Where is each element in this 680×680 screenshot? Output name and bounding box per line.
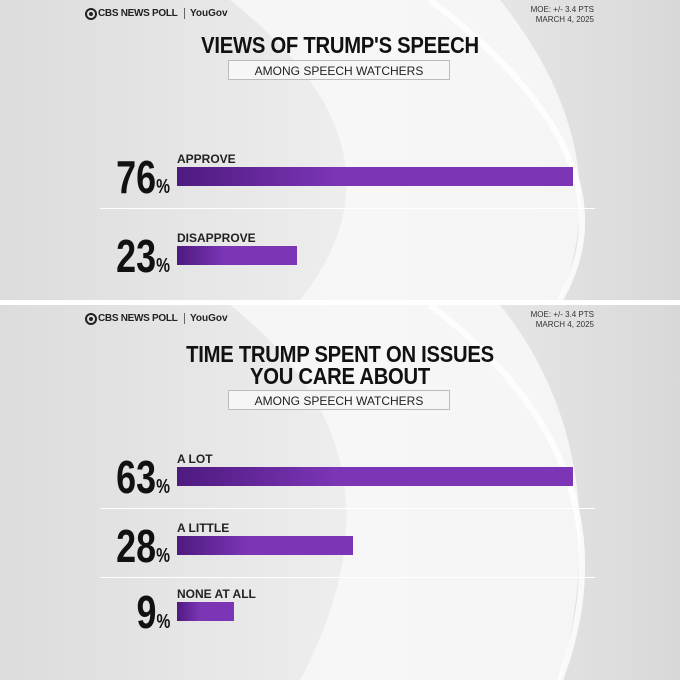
moe: MOE: +/- 3.4 PTS [530,5,594,14]
value-label: 23% [116,230,170,282]
bar [177,536,353,555]
row-divider [100,208,595,209]
partner: YouGov [190,8,228,19]
bar [177,467,573,486]
row-divider [100,577,595,578]
separator [184,8,185,19]
subtitle: AMONG SPEECH WATCHERS [228,60,450,80]
chart-title: VIEWS OF TRUMP'S SPEECH [201,32,479,58]
chart-panel: CBS NEWS POLL YouGov MOE: +/- 3.4 PTS MARCH… [0,305,680,680]
partner: YouGov [190,313,228,324]
value-label: 63% [116,451,170,503]
bar [177,246,297,265]
category-label: NONE AT ALL [177,587,256,601]
date: MARCH 4, 2025 [535,320,594,329]
value-label: 76% [116,151,170,203]
source: CBS NEWS POLL [98,313,178,324]
bar [177,602,234,621]
value-label: 28% [116,520,170,572]
chart-title: TIME TRUMP SPENT ON ISSUES YOU CARE ABOU… [186,341,494,389]
category-label: A LOT [177,452,213,466]
source: CBS NEWS POLL [98,8,178,19]
category-label: APPROVE [177,152,236,166]
subtitle: AMONG SPEECH WATCHERS [228,390,450,410]
moe: MOE: +/- 3.4 PTS [530,310,594,319]
row-divider [100,508,595,509]
bar [177,167,573,186]
separator [184,313,185,324]
category-label: DISAPPROVE [177,231,256,245]
category-label: A LITTLE [177,521,230,535]
date: MARCH 4, 2025 [535,15,594,24]
value-label: 9% [136,586,170,638]
chart-panel: CBS NEWS POLL YouGov MOE: +/- 3.4 PTS MARCH… [0,0,680,300]
